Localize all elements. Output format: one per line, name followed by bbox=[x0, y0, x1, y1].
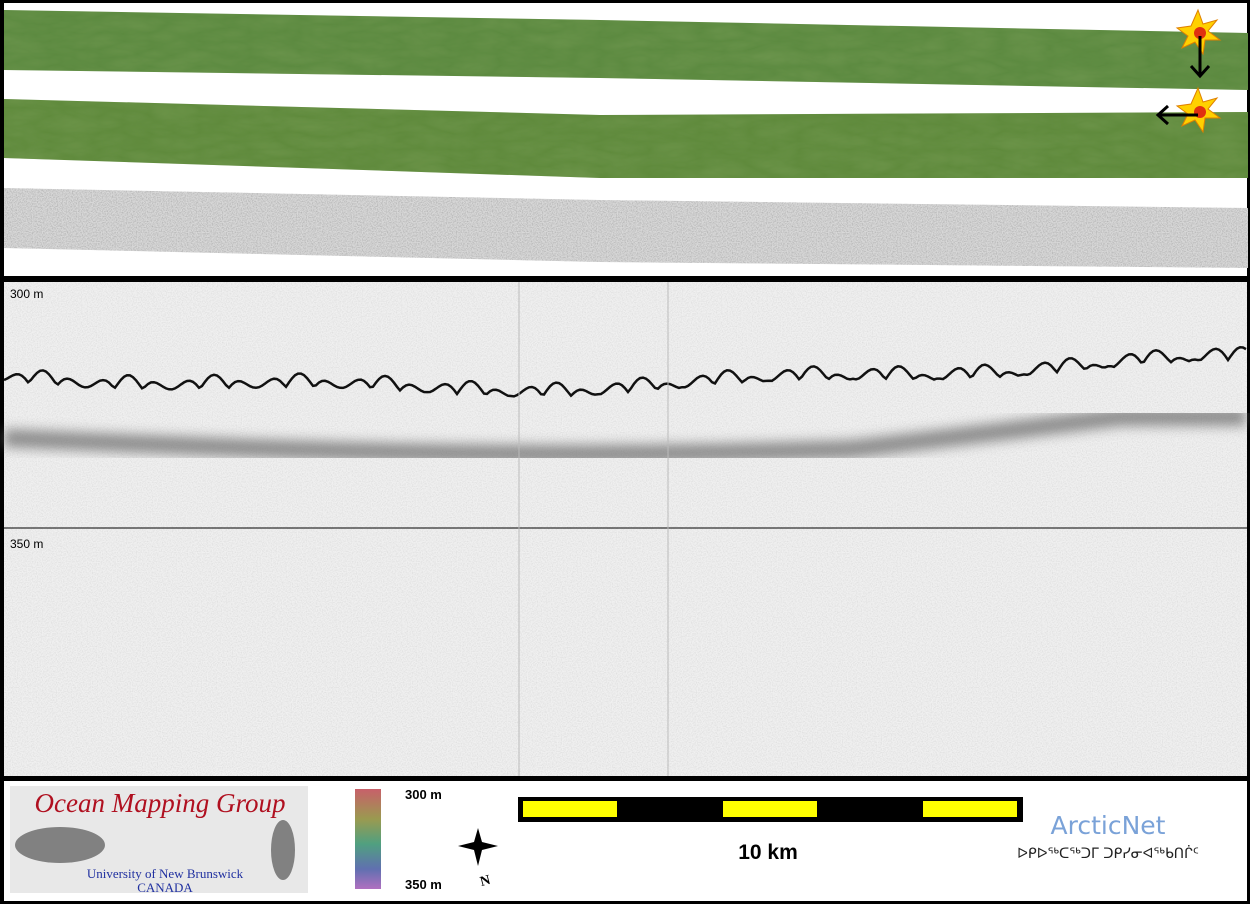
scale-bar bbox=[518, 797, 1023, 822]
swath-shaded bbox=[4, 99, 1248, 178]
partner-syllabics: ᐅᑭᐅᖅᑕᖅᑐᒥ ᑐᑭᓯᓂᐊᖅᑲᑎᒌᑦ bbox=[1017, 845, 1199, 862]
partner-name: ArcticNet bbox=[1051, 811, 1166, 840]
subbottom-reflector bbox=[3, 407, 1246, 463]
north-arrow: N bbox=[458, 828, 498, 890]
logo-university: University of New Brunswick bbox=[87, 866, 244, 881]
swath-bathymetry bbox=[4, 10, 1248, 90]
logo-country: CANADA bbox=[137, 880, 193, 895]
profile-noise bbox=[4, 282, 1247, 776]
north-label: N bbox=[479, 873, 493, 890]
swath-backscatter bbox=[4, 188, 1248, 268]
logo-title: Ocean Mapping Group bbox=[35, 788, 286, 818]
scale-label: 10 km bbox=[738, 841, 798, 864]
colorbar-label: 350 m bbox=[405, 877, 442, 892]
sun-icon bbox=[1155, 8, 1222, 134]
colorbar-label: 300 m bbox=[405, 787, 442, 802]
colorbar bbox=[355, 789, 381, 889]
depth-label: 350 m bbox=[10, 537, 43, 551]
seabed-line bbox=[3, 346, 1247, 398]
omg-logo: Ocean Mapping Group University of New Br… bbox=[10, 786, 308, 895]
depth-label: 300 m bbox=[10, 287, 43, 301]
